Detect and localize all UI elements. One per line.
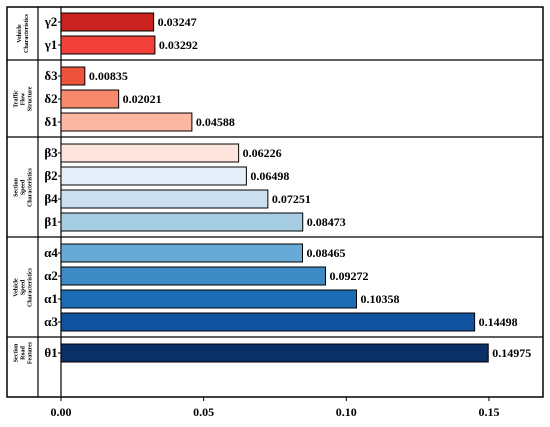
data-label: 0.09272 (330, 269, 369, 283)
bar-γ1 (60, 35, 156, 55)
data-label: 0.08473 (307, 215, 346, 229)
category-label: α3 (44, 314, 58, 329)
category-label: β2 (44, 168, 57, 183)
x-tick-label: 0.10 (336, 405, 357, 419)
bar-α1 (60, 289, 358, 309)
bar-δ1 (60, 112, 193, 132)
category-label: β3 (44, 145, 58, 160)
data-label: 0.06226 (243, 146, 282, 160)
group-label: TrafficFlowStructure (14, 86, 34, 111)
plot-frame (6, 6, 544, 398)
group-label: VehicleSpeedCharacteristics (14, 267, 34, 307)
data-label: 0.03247 (158, 15, 197, 29)
category-label: δ2 (44, 91, 57, 106)
data-label: 0.14498 (479, 315, 518, 329)
group-label: VehicleCharacteristics (17, 13, 30, 53)
category-label: α4 (44, 245, 58, 260)
bar-α3 (60, 312, 476, 332)
bar-α2 (60, 266, 327, 286)
x-tick-label: 0.15 (478, 405, 499, 419)
data-label: 0.00835 (89, 69, 128, 83)
data-label: 0.03292 (159, 38, 198, 52)
category-label: α1 (44, 291, 58, 306)
data-label: 0.07251 (272, 192, 311, 206)
bar-γ2 (60, 12, 155, 32)
x-tick-label: 0.00 (51, 405, 72, 419)
data-label: 0.06498 (250, 169, 289, 183)
category-label: γ1 (44, 37, 58, 52)
x-tick-label: 0.05 (193, 405, 214, 419)
category-label: α2 (44, 268, 58, 283)
data-label: 0.08465 (307, 246, 346, 260)
group-label: SectionSpeedCharacteristics (14, 167, 34, 207)
group-label: SectionRoadFeatures (14, 341, 34, 364)
data-label: 0.14975 (492, 346, 531, 360)
bar-β4 (60, 189, 269, 209)
bar-δ2 (60, 89, 120, 109)
category-label: δ1 (44, 114, 57, 129)
bar-β2 (60, 166, 247, 186)
bar-β3 (60, 143, 240, 163)
bar-β1 (60, 212, 304, 232)
category-label: θ1 (44, 345, 57, 360)
category-label: β1 (44, 214, 57, 229)
bar-α4 (60, 243, 304, 263)
data-label: 0.04588 (196, 115, 235, 129)
category-label: δ3 (44, 68, 58, 83)
category-label: β4 (44, 191, 58, 206)
bar-θ1 (60, 343, 489, 363)
category-label: γ2 (44, 14, 58, 29)
data-label: 0.10358 (361, 292, 400, 306)
data-label: 0.02021 (123, 92, 162, 106)
bar-δ3 (60, 66, 86, 86)
